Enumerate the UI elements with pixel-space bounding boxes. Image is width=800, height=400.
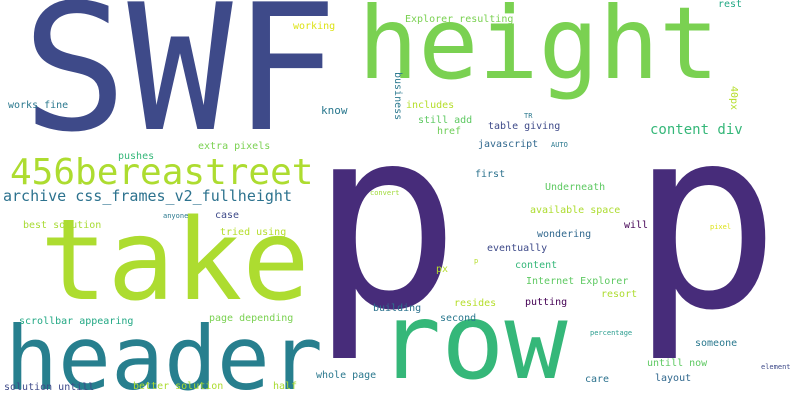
word-first: first	[475, 169, 506, 180]
word-javascript: javascript	[478, 139, 539, 150]
word-auto: AUTO	[551, 141, 568, 149]
word-tried-using: tried using	[220, 227, 287, 238]
word-rest: rest	[718, 0, 743, 10]
word-swf: SWF	[22, 0, 339, 171]
word-scrollbar-appearing: scrollbar appearing	[19, 316, 134, 327]
word-half: half	[273, 381, 298, 392]
word-extra-pixels: extra pixels	[198, 141, 271, 152]
word-case: case	[215, 210, 240, 221]
word-someone: someone	[695, 338, 738, 349]
word-business: business	[392, 72, 403, 121]
word-p-large-left: p	[310, 74, 461, 365]
word-works-fine: works fine	[8, 100, 69, 111]
word-solution-untill: solution untill	[4, 382, 95, 393]
word-content-div: content div	[650, 122, 743, 138]
word-putting: putting	[525, 297, 568, 308]
word-whole-page: whole page	[316, 370, 377, 381]
word-content: content	[515, 260, 558, 271]
word-px: px	[436, 264, 449, 275]
word-wondering: wondering	[537, 229, 592, 240]
word-height: height	[358, 0, 720, 102]
word-456bereastreet: 456bereastreet	[10, 152, 314, 193]
word-page-depending: page depending	[209, 313, 294, 324]
word-explorer-resulting: Explorer resulting	[405, 14, 514, 25]
word-care: care	[585, 374, 610, 385]
word-p-large-right: p	[630, 74, 781, 365]
word-element: element	[761, 363, 791, 371]
word-href: href	[437, 126, 462, 137]
word-better-solution: better solution	[133, 381, 224, 392]
word-convert: convert	[370, 189, 400, 197]
word-layout: layout	[655, 373, 692, 384]
word-table-giving: table giving	[488, 121, 561, 132]
word-includes: includes	[406, 100, 455, 111]
word-second: second	[440, 313, 477, 324]
word-will: will	[624, 220, 649, 231]
word-still-add: still add	[418, 115, 473, 126]
word-header: header	[5, 307, 323, 400]
word-percentage: percentage	[590, 329, 633, 337]
word-best-solution: best solution	[23, 220, 102, 231]
word-p-small: p	[474, 257, 479, 265]
word-tr: TR	[524, 112, 533, 120]
word-available-space: available space	[530, 205, 621, 216]
word-pixel: pixel	[710, 223, 732, 231]
word-resort: resort	[601, 289, 638, 300]
word-pushes: pushes	[118, 151, 155, 162]
word-working: working	[293, 21, 336, 32]
word-anyone: anyone	[163, 212, 189, 220]
word-building: building	[373, 303, 422, 314]
word-40px: 40px	[728, 86, 739, 111]
word-take: take	[40, 196, 310, 326]
word-know: know	[321, 104, 348, 117]
word-internet-explorer: Internet Explorer	[526, 276, 629, 287]
word-archive: archive css_frames_v2_fullheight	[3, 187, 292, 205]
word-untill-now: untill now	[647, 358, 708, 369]
word-underneath: Underneath	[545, 182, 606, 193]
word-eventually: eventually	[487, 243, 548, 254]
word-resides: resides	[454, 298, 497, 309]
word-row: row	[378, 281, 568, 400]
